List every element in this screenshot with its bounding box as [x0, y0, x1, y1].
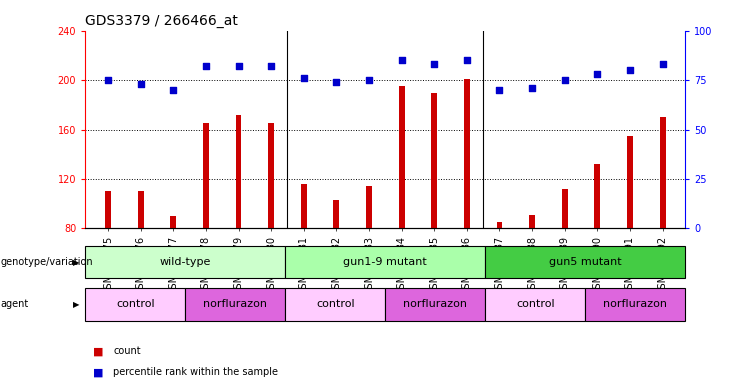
Point [265, 63, 277, 70]
Text: wild-type: wild-type [159, 257, 211, 267]
Text: ▶: ▶ [73, 300, 79, 309]
Bar [627, 136, 633, 228]
Point [330, 79, 342, 85]
Bar [85, 288, 185, 321]
Bar [268, 123, 274, 228]
Point [624, 67, 636, 73]
Point [135, 81, 147, 87]
Bar [562, 189, 568, 228]
Text: gun5 mutant: gun5 mutant [549, 257, 622, 267]
Point [167, 87, 179, 93]
Text: GDS3379 / 266466_at: GDS3379 / 266466_at [85, 14, 238, 28]
Text: norflurazon: norflurazon [203, 299, 268, 310]
Point [298, 75, 310, 81]
Text: ■: ■ [93, 346, 103, 356]
Point [233, 63, 245, 70]
Bar [285, 246, 485, 278]
Bar [301, 184, 307, 228]
Bar [105, 191, 111, 228]
Point [494, 87, 505, 93]
Bar [594, 164, 600, 228]
Text: ■: ■ [93, 367, 103, 377]
Point [363, 77, 375, 83]
Point [559, 77, 571, 83]
Bar [464, 79, 470, 228]
Bar [236, 115, 242, 228]
Bar [170, 216, 176, 228]
Text: gun1-9 mutant: gun1-9 mutant [343, 257, 428, 267]
Bar [431, 93, 437, 228]
Point [461, 57, 473, 63]
Text: norflurazon: norflurazon [603, 299, 668, 310]
Text: percentile rank within the sample: percentile rank within the sample [113, 367, 279, 377]
Point [200, 63, 212, 70]
Point [102, 77, 114, 83]
Text: ▶: ▶ [73, 258, 79, 266]
Bar [529, 215, 535, 228]
Bar [138, 191, 144, 228]
Point [591, 71, 603, 77]
Text: control: control [516, 299, 555, 310]
Text: genotype/variation: genotype/variation [1, 257, 93, 267]
Bar [85, 246, 285, 278]
Bar [385, 288, 485, 321]
Bar [333, 200, 339, 228]
Text: control: control [116, 299, 155, 310]
Bar [399, 86, 405, 228]
Bar [366, 187, 372, 228]
Bar [496, 222, 502, 228]
Point [428, 61, 440, 68]
Text: agent: agent [1, 299, 29, 310]
Bar [485, 288, 585, 321]
Bar [659, 117, 665, 228]
Text: control: control [316, 299, 355, 310]
Text: count: count [113, 346, 141, 356]
Bar [285, 288, 385, 321]
Bar [203, 123, 209, 228]
Bar [585, 288, 685, 321]
Point [657, 61, 668, 68]
Point [526, 85, 538, 91]
Point [396, 57, 408, 63]
Text: norflurazon: norflurazon [403, 299, 468, 310]
Bar [185, 288, 285, 321]
Bar [485, 246, 685, 278]
